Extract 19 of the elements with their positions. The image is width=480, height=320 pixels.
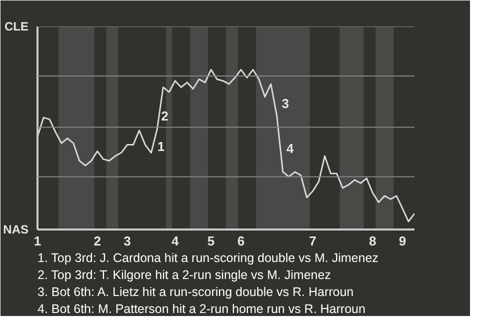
text: 2. Top 3rd: T. Kilgore hit a 2-run single vs M. Jimenez [38,268,331,282]
x-tick-label: 4 [172,234,180,248]
x-tick-label: 8 [368,234,376,248]
annotation: 1 [157,138,165,154]
text: NAS [3,222,29,236]
x-tick-label: 6 [237,234,245,248]
annotation: 4 [286,140,294,156]
x-tick-label: 7 [309,234,316,248]
text: 1. Top 3rd: J. Cardona hit a run-scoring double vs M. Jimenez [38,251,378,265]
annotation: 3 [282,96,290,112]
x-tick-label: 2 [94,234,101,248]
text: 4. Bot 6th: M. Patterson hit a 2-run home run vs R. Harroun [38,302,366,316]
x-tick-label: 1 [34,234,42,248]
x-tick-label: 9 [398,234,406,248]
x-tick-label: 5 [207,234,215,248]
text: CLE [4,20,28,34]
annotation: 2 [161,108,168,124]
x-tick-label: 3 [124,234,131,248]
text: 3. Bot 6th: A. Lietz hit a run-scoring double vs R. Harroun [38,285,354,299]
